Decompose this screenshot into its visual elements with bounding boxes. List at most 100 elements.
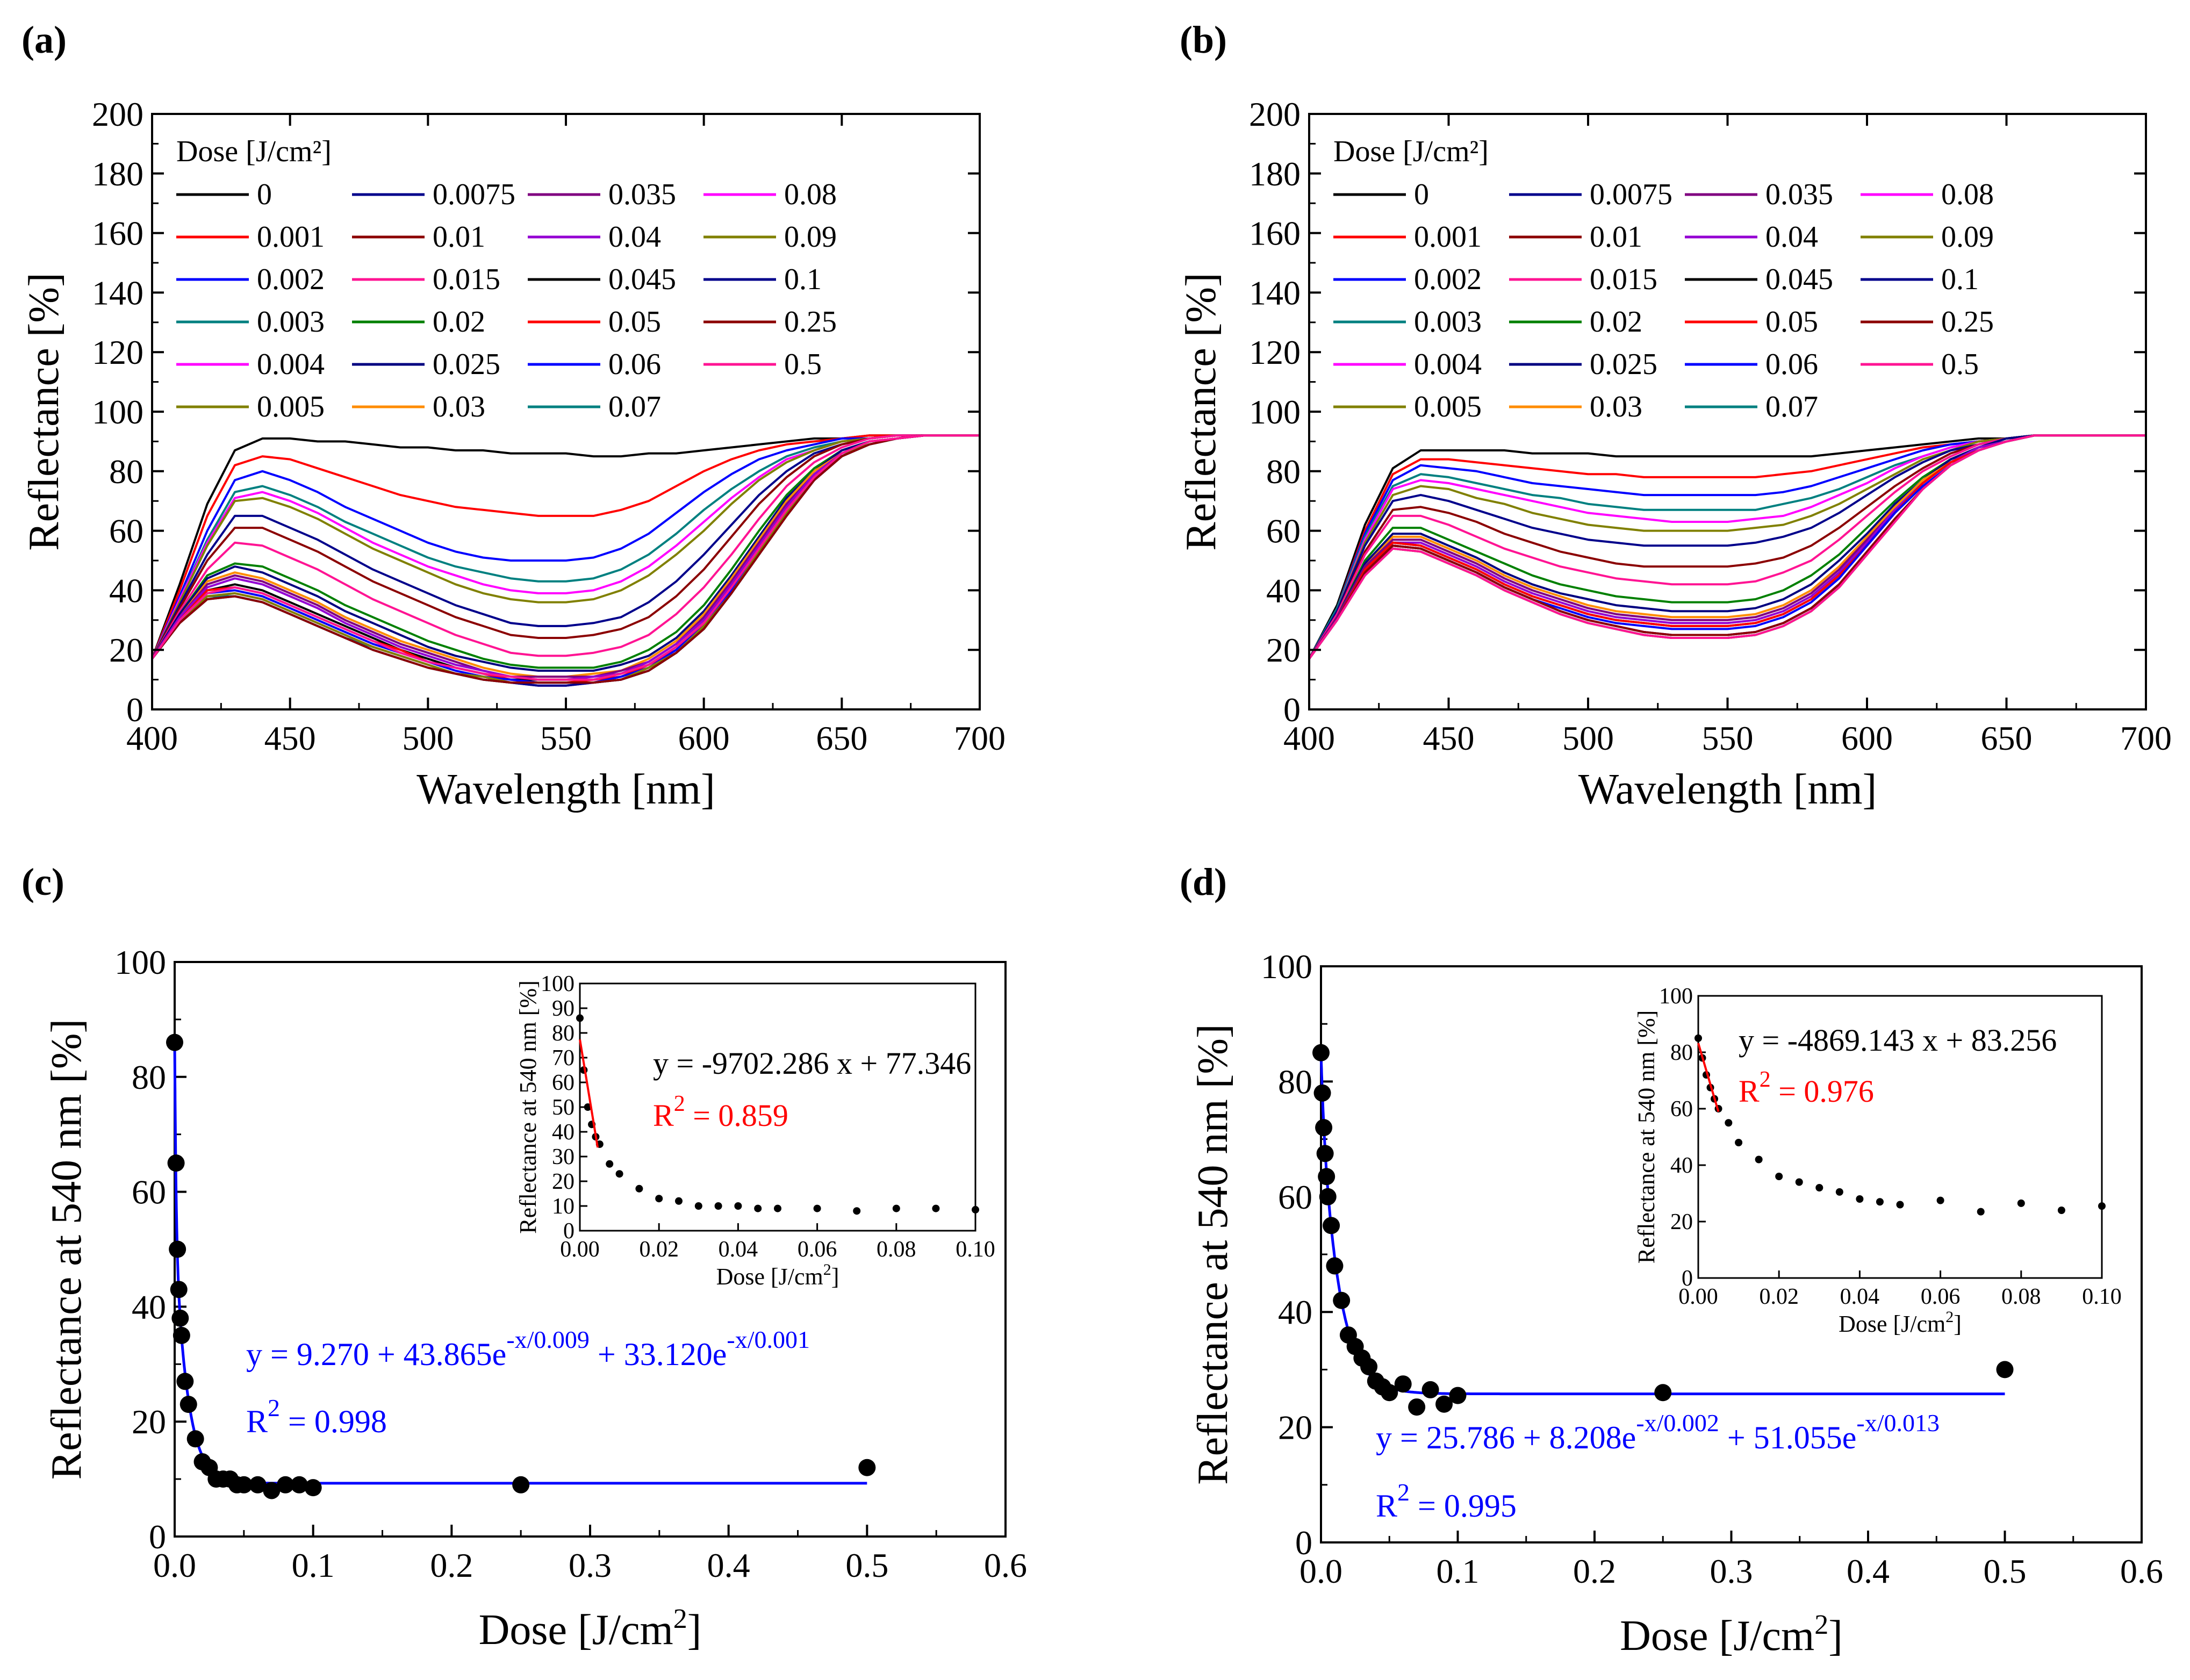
y-tick-label: 100 xyxy=(1261,947,1312,986)
inset-y-tick-label: 90 xyxy=(552,996,575,1021)
legend-label: 0.07 xyxy=(608,390,661,423)
panel-label-b: (b) xyxy=(1180,18,1227,61)
data-point xyxy=(249,1476,267,1494)
x-tick-label: 0.6 xyxy=(2120,1552,2163,1590)
data-point xyxy=(1449,1387,1467,1404)
data-point xyxy=(1394,1375,1412,1393)
inset-r-squared-superscript: 2 xyxy=(1760,1067,1771,1092)
r-squared-superscript: 2 xyxy=(1397,1478,1410,1506)
data-point xyxy=(1654,1384,1672,1402)
legend-label: 0.005 xyxy=(1414,390,1482,423)
fit-r-squared: R2 = 0.998 xyxy=(246,1394,387,1439)
x-tick-label: 0.3 xyxy=(569,1546,612,1584)
fit-equation-part: + 33.120e xyxy=(590,1337,727,1372)
legend-label: 0.0075 xyxy=(433,178,515,211)
inset-y-tick-label: 60 xyxy=(1670,1097,1693,1122)
r-squared-part: = 0.995 xyxy=(1410,1488,1517,1524)
inset-y-tick-label: 100 xyxy=(541,972,575,996)
y-tick-label: 200 xyxy=(1249,95,1301,133)
inset-data-point xyxy=(1896,1201,1904,1209)
inset-data-point xyxy=(1977,1208,1985,1216)
panel-label-a: (a) xyxy=(21,18,67,61)
series-line-0.04 xyxy=(151,434,980,681)
legend-label: 0.025 xyxy=(1590,348,1657,381)
inset-data-point xyxy=(892,1204,900,1212)
panel-b-spectra: 400 450 500 550 600 650 700 0 20 40 60 80 100 120 140 1… xyxy=(1177,95,2172,813)
data-point xyxy=(1333,1291,1351,1309)
legend-label: 0.003 xyxy=(1414,305,1482,339)
panel-a-spectra: 400 450 500 550 600 650 700 0 20 40 60 80 100 120 140 1… xyxy=(20,95,1006,813)
y-axis-title: Reflectance at 540 nm [%] xyxy=(43,1019,90,1480)
y-tick-label: 60 xyxy=(132,1173,166,1211)
inset-data-point xyxy=(694,1202,702,1210)
y-tick-label: 20 xyxy=(1278,1409,1312,1447)
inset-y-tick-label: 80 xyxy=(552,1021,575,1046)
inset-r-squared-part: R xyxy=(653,1098,674,1133)
legend-label: 0.07 xyxy=(1765,390,1818,423)
fit-equation-exponent: -x/0.009 xyxy=(506,1326,590,1353)
fit-r-squared: R2 = 0.995 xyxy=(1376,1478,1517,1524)
inset-y-tick-label: 100 xyxy=(1659,984,1693,1009)
legend-label: 0.015 xyxy=(433,263,500,296)
y-tick-label: 160 xyxy=(92,214,143,253)
x-tick-label: 450 xyxy=(264,719,316,757)
inset-y-tick-label: 20 xyxy=(1670,1210,1693,1234)
y-tick-label: 0 xyxy=(1283,691,1301,729)
legend-label: 0 xyxy=(1414,178,1429,211)
legend-title: Dose [J/cm²] xyxy=(176,135,332,168)
legend-label: 0.06 xyxy=(608,348,661,381)
data-point xyxy=(1996,1361,2014,1379)
y-axis-title: Reflectance at 540 nm [%] xyxy=(1189,1024,1237,1484)
legend-label: 0.002 xyxy=(257,263,325,296)
legend-label: 0.045 xyxy=(608,263,676,296)
inset-y-tick-label: 60 xyxy=(552,1071,575,1095)
x-axis-title-superscript: 2 xyxy=(1814,1610,1828,1640)
inset-x-title-part: Dose [J/cm xyxy=(716,1263,823,1290)
inset-data-point xyxy=(1755,1155,1763,1164)
inset-y-tick-label: 20 xyxy=(552,1169,575,1194)
inset-y-tick-label: 40 xyxy=(1670,1153,1693,1178)
legend-label: 0.09 xyxy=(784,220,837,254)
legend-title: Dose [J/cm²] xyxy=(1333,135,1489,168)
panel-label-c: (c) xyxy=(21,860,64,903)
x-tick-label: 700 xyxy=(954,719,1006,757)
inset-data-point xyxy=(1835,1188,1843,1196)
y-tick-label: 60 xyxy=(109,512,143,550)
legend-label: 0.0075 xyxy=(1590,178,1672,211)
x-axis-title: Wavelength [nm] xyxy=(417,766,715,813)
x-axis-title-part: Dose [J/cm xyxy=(479,1606,673,1654)
data-point xyxy=(167,1154,185,1172)
data-point xyxy=(171,1309,189,1327)
inset-fit-equation: y = -4869.143 x + 83.256 xyxy=(1739,1023,2057,1058)
inset-r-squared-part: = 0.976 xyxy=(1771,1074,1874,1109)
inset-data-point xyxy=(675,1197,683,1205)
legend-label: 0.03 xyxy=(1590,390,1642,423)
legend-label: 0.004 xyxy=(1414,348,1482,381)
y-tick-label: 160 xyxy=(1249,214,1301,253)
inset-frame xyxy=(579,982,976,1232)
inset-x-tick-label: 0.04 xyxy=(1840,1284,1880,1309)
inset-data-point xyxy=(615,1170,623,1178)
series-line-0.025 xyxy=(1308,434,2146,659)
y-tick-label: 40 xyxy=(109,571,143,609)
x-tick-label: 550 xyxy=(540,719,592,757)
data-point xyxy=(235,1476,253,1494)
data-point xyxy=(1312,1044,1330,1061)
inset-x-title-part: Dose [J/cm xyxy=(1839,1311,1945,1337)
data-point xyxy=(1313,1084,1331,1102)
x-tick-label: 0.4 xyxy=(1847,1552,1890,1590)
inset-data-point xyxy=(1856,1195,1864,1203)
legend-label: 0.25 xyxy=(1941,305,1994,339)
inset-data-point xyxy=(813,1204,821,1212)
inset-x-tick-label: 0.08 xyxy=(2001,1284,2041,1309)
x-tick-label: 550 xyxy=(1702,719,1754,757)
x-tick-label: 500 xyxy=(1562,719,1614,757)
inset-x-tick-label: 0.00 xyxy=(560,1237,600,1262)
inset-y-tick-label: 40 xyxy=(552,1120,575,1145)
y-axis-title: Reflectance [%] xyxy=(20,272,68,550)
x-tick-label: 0.0 xyxy=(153,1546,196,1584)
x-tick-label: 0.2 xyxy=(430,1546,473,1584)
legend-label: 0.02 xyxy=(1590,305,1642,339)
inset-data-point xyxy=(774,1204,781,1212)
